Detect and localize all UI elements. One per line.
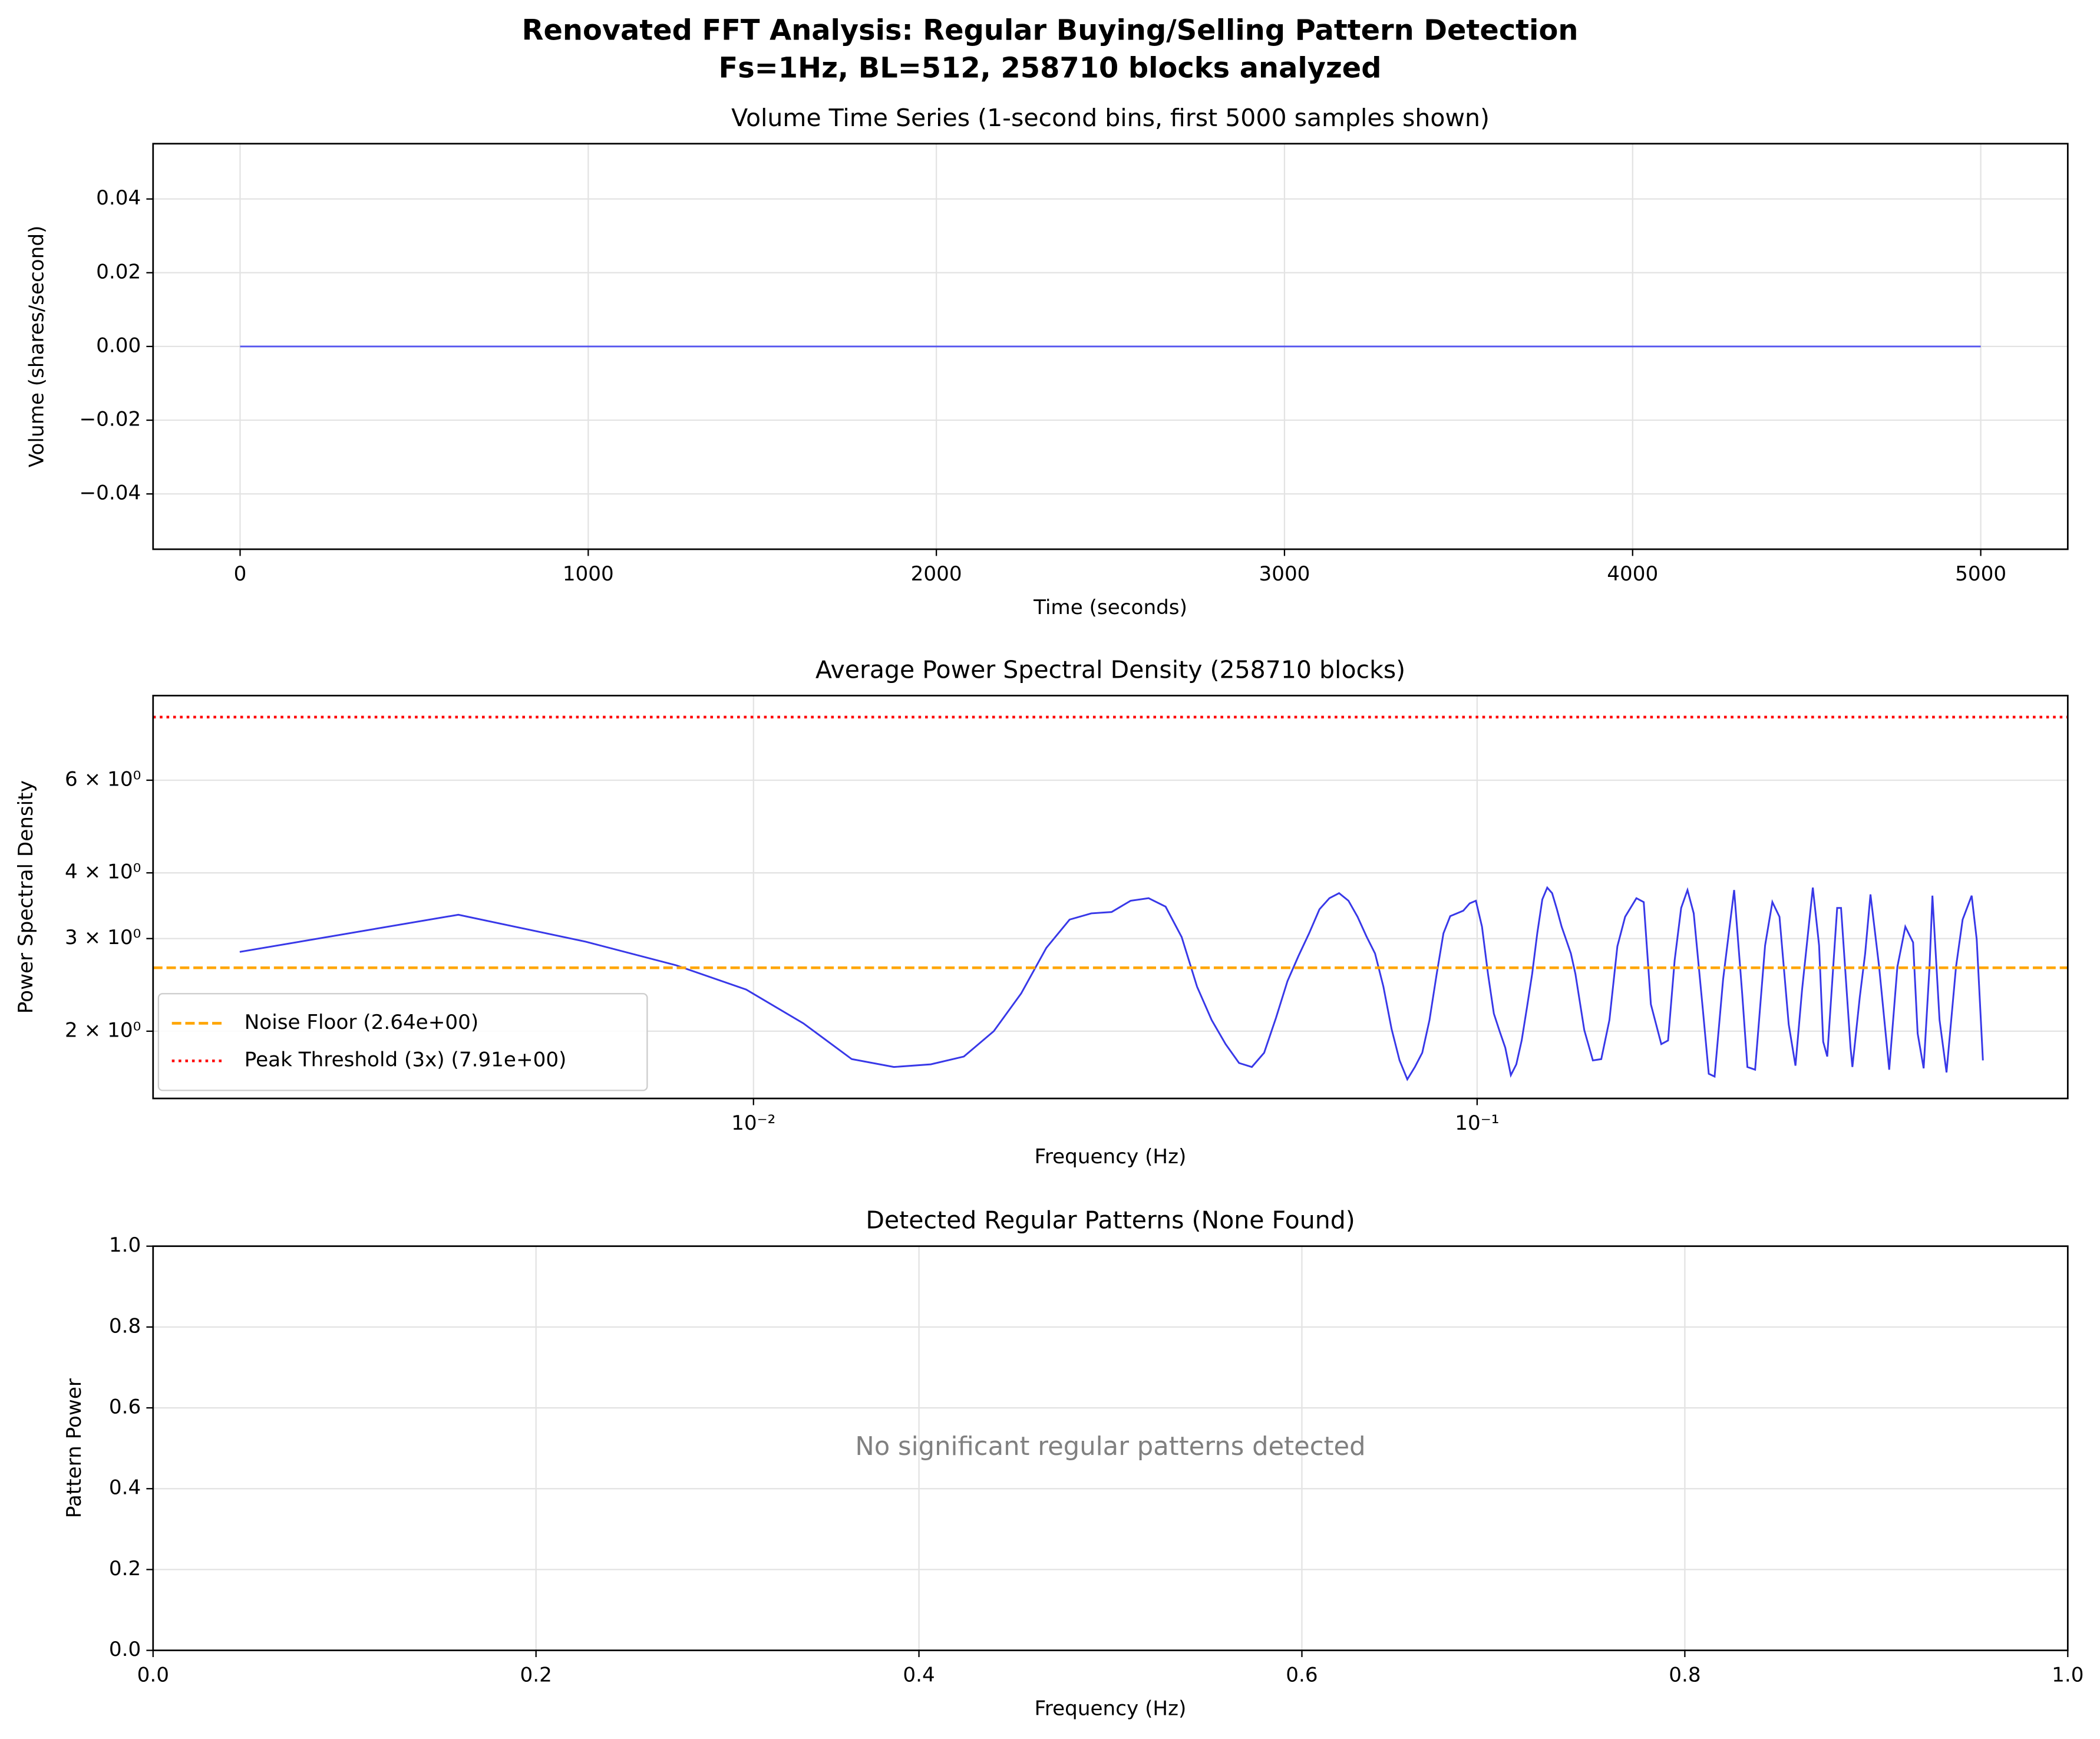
x-tick-label: 0.8: [1669, 1663, 1701, 1687]
y-tick-label: 0.0: [109, 1638, 141, 1661]
axes-frame: [152, 1245, 2069, 1651]
y-tick-label: 4 × 10⁰: [65, 860, 141, 884]
chart-title: Average Power Spectral Density (258710 b…: [815, 655, 1405, 684]
x-tick-label: 1000: [563, 562, 614, 586]
x-tick-label: 0.2: [520, 1663, 552, 1687]
legend-label: Noise Floor (2.64e+00): [245, 1011, 478, 1034]
chart-title: Detected Regular Patterns (None Found): [866, 1206, 1355, 1235]
legend-box: [157, 993, 648, 1091]
y-tick-label: −0.02: [80, 408, 141, 431]
x-tick-label: 10⁻²: [731, 1111, 775, 1135]
y-axis-label: Power Spectral Density: [14, 780, 38, 1014]
y-tick-label: 6 × 10⁰: [65, 768, 141, 791]
y-tick-label: 2 × 10⁰: [65, 1018, 141, 1042]
y-tick-label: 0.4: [109, 1476, 141, 1500]
x-tick-label: 2000: [911, 562, 962, 586]
annotation: No significant regular patterns detected: [855, 1432, 1365, 1461]
chart-title: Volume Time Series (1-second bins, first…: [731, 104, 1490, 132]
figure-title: Renovated FFT Analysis: Regular Buying/S…: [522, 15, 1579, 47]
x-tick-label: 1.0: [2052, 1663, 2084, 1687]
axes-frame: [152, 695, 2069, 1100]
x-tick-label: 4000: [1607, 562, 1658, 586]
data-line: [239, 886, 1984, 1081]
axes-frame: [152, 143, 2069, 550]
x-axis-label: Frequency (Hz): [1035, 1697, 1187, 1720]
x-axis-label: Time (seconds): [1033, 596, 1187, 619]
x-tick-label: 0: [234, 562, 247, 586]
y-tick-label: 3 × 10⁰: [65, 926, 141, 949]
y-tick-label: 1.0: [109, 1233, 141, 1257]
x-tick-label: 0.0: [137, 1663, 169, 1687]
figure-subtitle: Fs=1Hz, BL=512, 258710 blocks analyzed: [719, 52, 1382, 84]
y-tick-label: 0.04: [96, 186, 141, 210]
x-axis-label: Frequency (Hz): [1035, 1145, 1187, 1169]
y-tick-label: 0.02: [96, 260, 141, 283]
y-axis-label: Pattern Power: [62, 1378, 86, 1518]
y-tick-label: −0.04: [80, 481, 141, 505]
x-tick-label: 0.6: [1286, 1663, 1318, 1687]
y-tick-label: 0.2: [109, 1557, 141, 1580]
y-tick-label: 0.8: [109, 1314, 141, 1338]
x-tick-label: 10⁻¹: [1455, 1111, 1499, 1135]
y-tick-label: 0.6: [109, 1395, 141, 1419]
y-axis-label: Volume (shares/second): [25, 226, 48, 468]
x-tick-label: 5000: [1955, 562, 2006, 586]
x-tick-label: 0.4: [903, 1663, 935, 1687]
legend-label: Peak Threshold (3x) (7.91e+00): [245, 1048, 567, 1072]
x-tick-label: 3000: [1259, 562, 1310, 586]
y-tick-label: 0.00: [96, 334, 141, 357]
